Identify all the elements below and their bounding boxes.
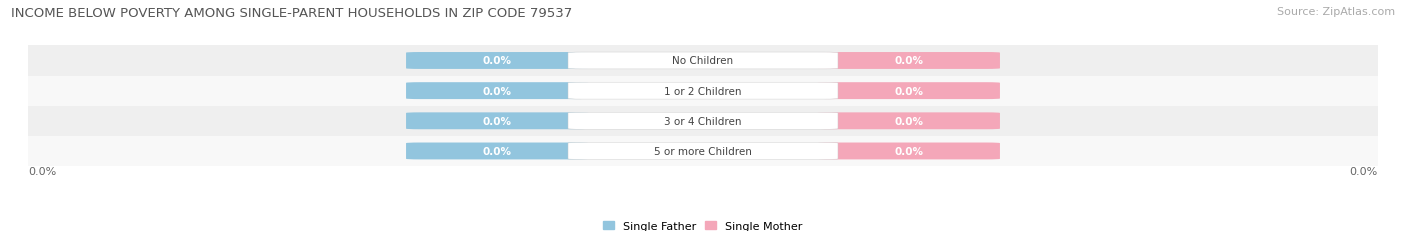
Text: 0.0%: 0.0%: [894, 56, 924, 66]
Bar: [28, 136, 1378, 166]
Text: INCOME BELOW POVERTY AMONG SINGLE-PARENT HOUSEHOLDS IN ZIP CODE 79537: INCOME BELOW POVERTY AMONG SINGLE-PARENT…: [11, 7, 572, 20]
FancyBboxPatch shape: [568, 83, 838, 100]
Legend: Single Father, Single Mother: Single Father, Single Mother: [599, 216, 807, 231]
FancyBboxPatch shape: [568, 113, 838, 130]
Text: 0.0%: 0.0%: [894, 116, 924, 126]
Text: 0.0%: 0.0%: [482, 86, 512, 96]
Text: 0.0%: 0.0%: [28, 166, 56, 176]
Text: No Children: No Children: [672, 56, 734, 66]
Text: 0.0%: 0.0%: [482, 146, 512, 156]
Text: 0.0%: 0.0%: [894, 86, 924, 96]
Text: 0.0%: 0.0%: [482, 116, 512, 126]
FancyBboxPatch shape: [406, 83, 588, 100]
Text: 0.0%: 0.0%: [1350, 166, 1378, 176]
Bar: [28, 106, 1378, 136]
Text: 5 or more Children: 5 or more Children: [654, 146, 752, 156]
Text: 0.0%: 0.0%: [482, 56, 512, 66]
FancyBboxPatch shape: [818, 113, 1000, 130]
Text: Source: ZipAtlas.com: Source: ZipAtlas.com: [1277, 7, 1395, 17]
FancyBboxPatch shape: [818, 143, 1000, 160]
Text: 1 or 2 Children: 1 or 2 Children: [664, 86, 742, 96]
FancyBboxPatch shape: [818, 83, 1000, 100]
FancyBboxPatch shape: [568, 143, 838, 160]
FancyBboxPatch shape: [406, 113, 588, 130]
FancyBboxPatch shape: [406, 143, 588, 160]
Bar: [28, 46, 1378, 76]
FancyBboxPatch shape: [568, 53, 838, 70]
FancyBboxPatch shape: [406, 53, 588, 70]
Text: 0.0%: 0.0%: [894, 146, 924, 156]
Text: 3 or 4 Children: 3 or 4 Children: [664, 116, 742, 126]
FancyBboxPatch shape: [818, 53, 1000, 70]
Bar: [28, 76, 1378, 106]
